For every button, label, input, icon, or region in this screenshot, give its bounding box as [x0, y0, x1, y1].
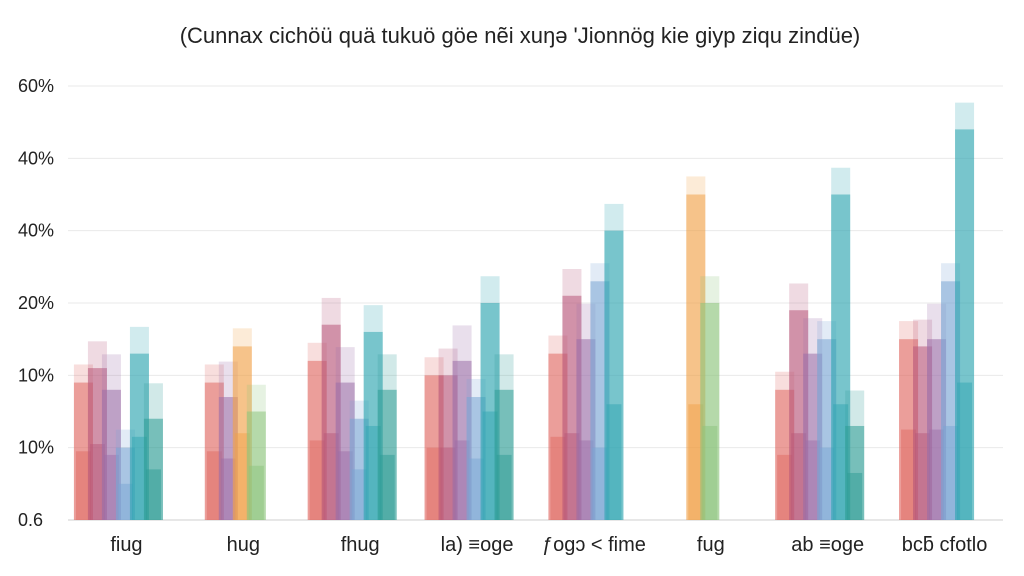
bar-segment: [468, 458, 484, 520]
x-tick-label: hug: [227, 534, 260, 556]
bar-segment: [606, 404, 622, 520]
bar-segment: [351, 469, 367, 520]
bar-segment: [564, 433, 580, 520]
bar-segment: [379, 454, 395, 520]
bar-segment: [777, 454, 793, 520]
bar-segment: [915, 433, 931, 520]
y-tick-label: 20%: [18, 293, 54, 313]
bar-segment: [819, 447, 835, 520]
bar-segment: [688, 404, 704, 520]
y-tick-label: 10%: [18, 438, 54, 458]
bar-segment: [337, 451, 353, 520]
y-tick-label: 40%: [18, 221, 54, 241]
bar-segment: [440, 447, 456, 520]
x-tick-label: fhug: [341, 534, 380, 556]
x-tick-label: fug: [697, 534, 725, 556]
bar-segment: [702, 425, 718, 520]
x-tick-label: ab ≡oge: [791, 534, 864, 556]
bar-segment: [592, 447, 608, 520]
bar-segment: [550, 436, 566, 520]
bar-segment: [234, 433, 250, 520]
x-tick-label: bcƃ cfotlo: [902, 534, 988, 556]
bar-segment: [309, 440, 325, 520]
chart-title: (Cunnax cichöü quä tukuö göe nẽi xuŋə 'J…: [180, 23, 861, 48]
x-tick-label: la) ≡oge: [441, 534, 514, 556]
bar-segment: [131, 436, 147, 520]
bar-segment: [929, 429, 945, 520]
bar-segment: [75, 451, 91, 520]
bar-segment: [365, 425, 381, 520]
bar-segment: [578, 440, 594, 520]
bar-segment: [805, 440, 821, 520]
bar-segment: [791, 433, 807, 520]
y-tick-label: 0.6: [18, 510, 43, 530]
bar-segment: [454, 440, 470, 520]
bar-segment: [847, 472, 863, 520]
bar-segment: [248, 465, 264, 520]
bar-segment: [145, 469, 161, 520]
bar-segment: [323, 433, 339, 520]
bar-segment: [103, 454, 119, 520]
bar-segment: [957, 382, 973, 520]
y-tick-label: 40%: [18, 148, 54, 168]
y-tick-label: 60%: [18, 76, 54, 96]
bar-segment: [482, 411, 498, 520]
x-tick-label: fiug: [110, 534, 142, 556]
bar-segment: [426, 447, 442, 520]
y-tick-label: 10%: [18, 365, 54, 385]
bar-segment: [117, 483, 133, 520]
bar-segment: [496, 454, 512, 520]
bar-segment: [901, 429, 917, 520]
x-tick-label: ƒogɔ < fime: [542, 534, 646, 556]
bar-segment: [220, 458, 236, 520]
bar-segment: [943, 425, 959, 520]
bar-segment: [206, 451, 222, 520]
bar-segment: [89, 444, 105, 520]
bar-segment: [833, 404, 849, 520]
